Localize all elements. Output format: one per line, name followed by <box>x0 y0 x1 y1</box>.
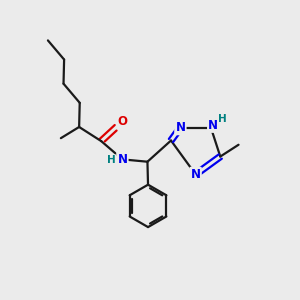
Text: N: N <box>117 153 128 166</box>
Text: H: H <box>218 114 227 124</box>
Text: N: N <box>208 119 218 132</box>
Text: O: O <box>117 115 128 128</box>
Text: H: H <box>107 155 116 165</box>
Text: N: N <box>190 168 201 181</box>
Text: N: N <box>176 121 185 134</box>
